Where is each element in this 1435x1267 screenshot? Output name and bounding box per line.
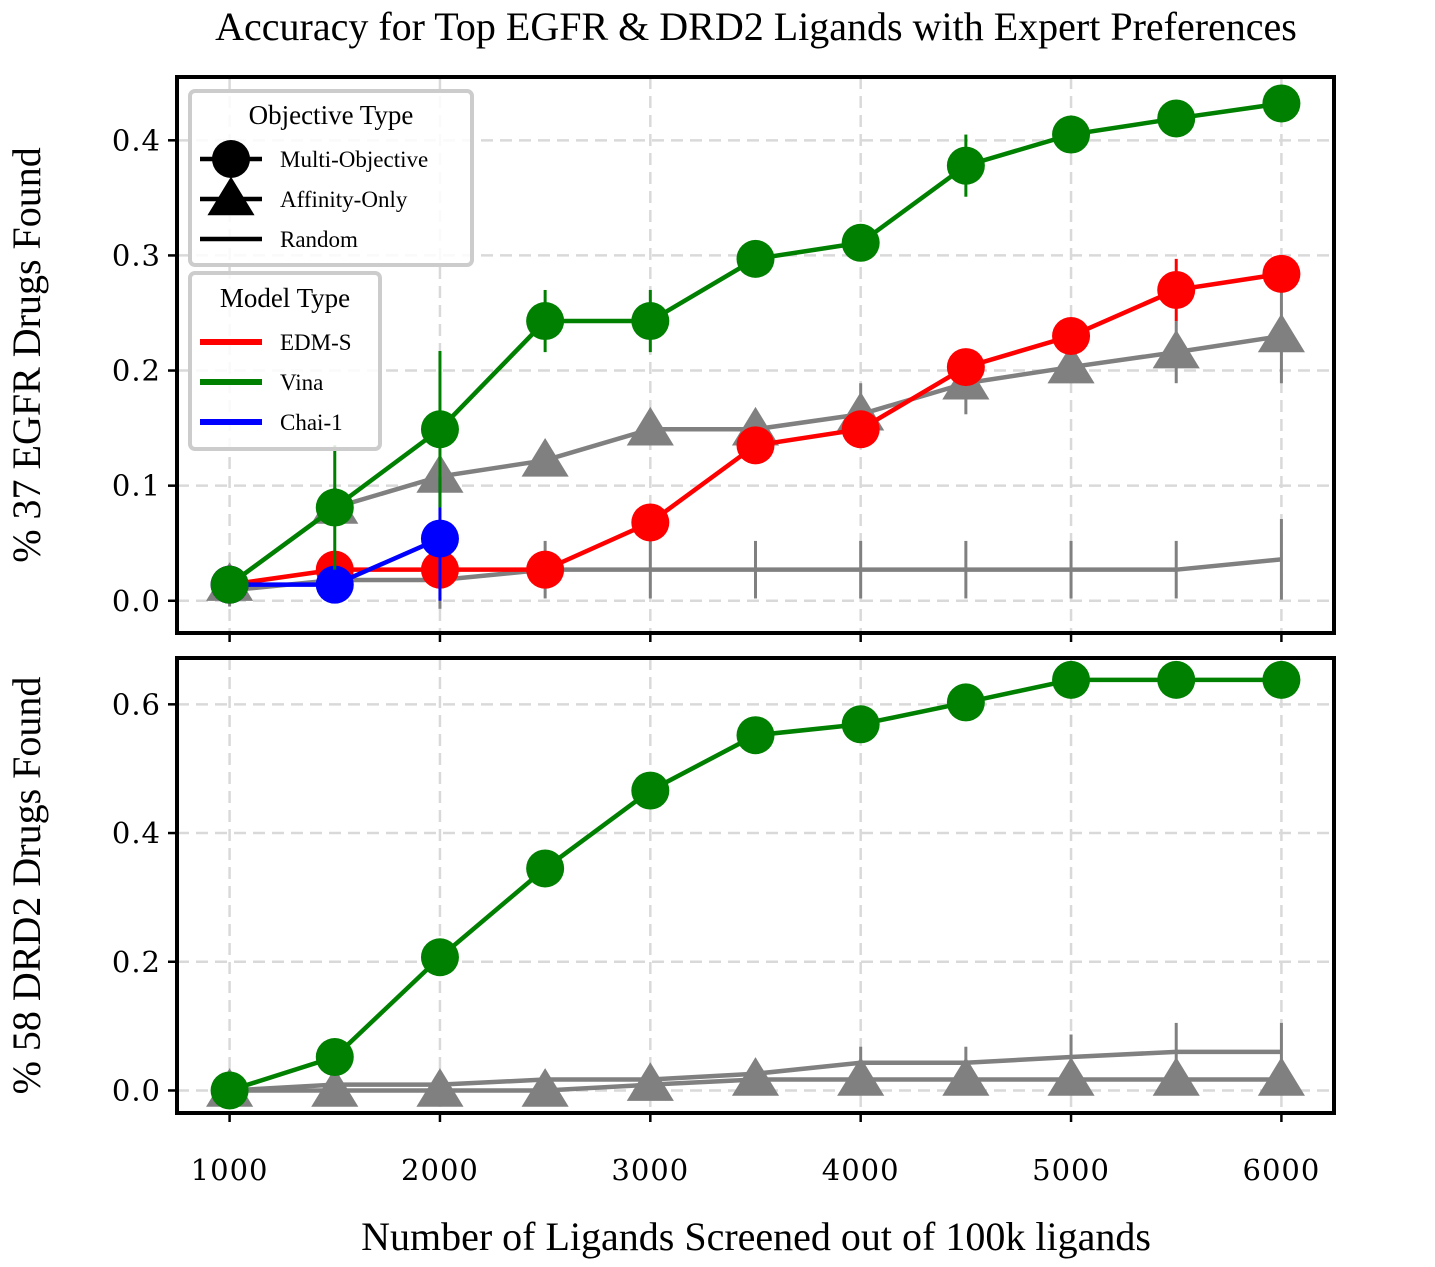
legend-frame: [188, 271, 382, 451]
data-point: [841, 705, 880, 744]
data-point: [736, 426, 775, 465]
data-point: [631, 771, 670, 810]
data-point: [420, 519, 459, 558]
data-point: [1257, 313, 1305, 353]
y-tick-label: 0.1: [112, 469, 161, 503]
drd2-panel: 0.0 0.2 0.4 0.6 1000 2000 3000 4000 5000 6000 % 58…: [4, 656, 1336, 1187]
y-tick-label: 0.2: [112, 354, 161, 388]
legend-title: Model Type: [220, 283, 350, 313]
series-random-affinity-only: [206, 1057, 1305, 1107]
data-point: [521, 1068, 569, 1107]
data-point: [841, 223, 880, 262]
data-point: [1157, 99, 1196, 138]
data-point: [736, 716, 775, 755]
data-point: [315, 488, 354, 527]
data-point: [1262, 660, 1301, 699]
legend-objective-type: Objective Type Multi-Objective Affinity-On…: [188, 89, 474, 267]
data-point: [1052, 317, 1091, 356]
legend-frame: [188, 89, 474, 267]
legend-marker-triangle: [207, 176, 255, 216]
y-tick-label: 0.6: [112, 687, 161, 721]
data-point: [736, 239, 775, 278]
x-tick-label: 4000: [822, 1153, 900, 1187]
data-point: [1047, 344, 1095, 384]
data-point: [942, 1057, 990, 1096]
data-point: [1052, 660, 1091, 699]
legend-label: Random: [280, 227, 358, 252]
egfr-panel: 0.0 0.1 0.2 0.3 0.4 % 37 EGFR Drugs Found: [4, 75, 1336, 642]
data-point: [946, 683, 985, 722]
data-point: [1052, 115, 1091, 154]
data-point: [1262, 84, 1301, 123]
data-point: [315, 1038, 354, 1077]
legend-model-type: Model Type EDM-S Vina Chai-1: [188, 271, 382, 451]
data-point: [416, 1068, 464, 1107]
data-point: [841, 410, 880, 449]
data-point: [1157, 660, 1196, 699]
data-point: [626, 406, 674, 446]
data-point: [1257, 1057, 1305, 1096]
data-point: [946, 146, 985, 185]
data-point: [210, 1071, 249, 1110]
series-vina-multi-objective: [210, 84, 1301, 604]
x-tick-label: 3000: [611, 1153, 689, 1187]
legend-label: Multi-Objective: [280, 147, 428, 172]
legend-label: Chai-1: [280, 410, 343, 435]
data-point: [526, 849, 565, 888]
data-point: [631, 503, 670, 542]
data-point: [1157, 270, 1196, 309]
plot-frame: [175, 656, 1336, 1115]
data-point: [626, 1062, 674, 1101]
y-tick-label: 0.3: [112, 238, 161, 272]
x-tick-label: 2000: [401, 1153, 479, 1187]
data-point: [210, 565, 249, 604]
x-tick-label: 1000: [191, 1153, 269, 1187]
data-point: [420, 410, 459, 449]
data-point: [521, 437, 569, 477]
data-point: [631, 302, 670, 341]
data-point: [1152, 329, 1200, 369]
legend-label: EDM-S: [280, 330, 352, 355]
data-point: [315, 565, 354, 604]
y-tick-label: 0.0: [112, 584, 161, 618]
x-tick-label: 5000: [1032, 1153, 1110, 1187]
y-tick-label: 0.4: [112, 123, 161, 157]
x-axis-title: Number of Ligands Screened out of 100k l…: [361, 1214, 1151, 1259]
x-tick-label: 6000: [1243, 1153, 1321, 1187]
series-line: [229, 557, 1282, 593]
y-tick-label: 0.0: [112, 1073, 161, 1107]
series-vina-multi-objective: [210, 660, 1301, 1110]
y-axis-title: % 37 EGFR Drugs Found: [4, 147, 49, 563]
data-point: [526, 550, 565, 589]
y-tick-label: 0.2: [112, 945, 161, 979]
chart-title: Accuracy for Top EGFR & DRD2 Ligands wit…: [215, 4, 1297, 49]
data-point: [420, 938, 459, 977]
data-point: [311, 1068, 359, 1107]
data-point: [731, 1057, 780, 1096]
legend-marker-circle: [212, 140, 250, 178]
y-axis-title: % 58 DRD2 Drugs Found: [4, 677, 49, 1095]
legend-title: Objective Type: [249, 100, 414, 130]
data-point: [1152, 1057, 1200, 1096]
legend-label: Affinity-Only: [280, 187, 408, 212]
data-point: [1262, 254, 1301, 293]
data-point: [837, 1057, 885, 1096]
plot-frame: [175, 75, 1336, 635]
data-point: [946, 348, 985, 387]
y-tick-label: 0.4: [112, 816, 161, 850]
data-point: [526, 302, 565, 341]
legend-label: Vina: [280, 370, 323, 395]
data-point: [1047, 1057, 1095, 1096]
